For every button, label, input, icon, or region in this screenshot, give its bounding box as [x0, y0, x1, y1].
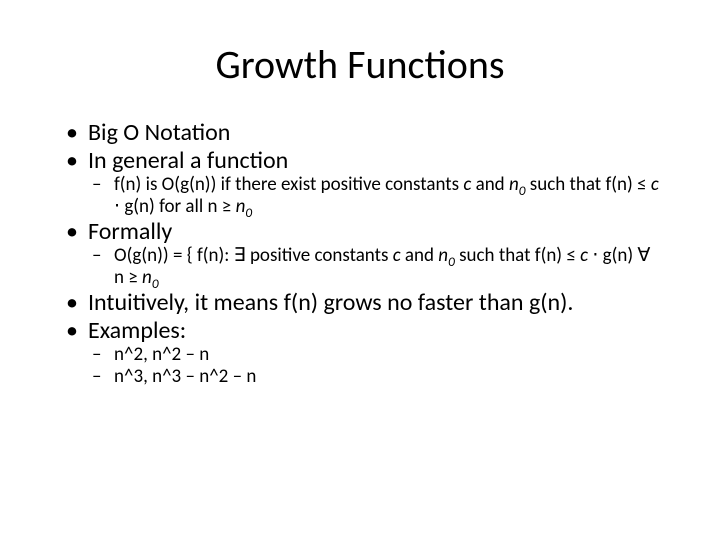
- bullet-item: Intuitively, it means f(n) grows no fast…: [60, 289, 660, 317]
- sub-bullet-text: O(g(n)) = { f(n): ∃ positive constants c…: [114, 244, 650, 289]
- sub-bullet-list: n^2, n^2 – n n^3, n^3 – n^2 – n: [88, 344, 660, 388]
- sub-bullet-item: n^2, n^2 – n: [88, 344, 660, 366]
- sub-bullet-list: O(g(n)) = { f(n): ∃ positive constants c…: [88, 245, 660, 289]
- bullet-list: Big O Notation In general a function f(n…: [60, 119, 660, 388]
- bullet-text: Big O Notation: [88, 118, 230, 147]
- sub-bullet-item: n^3, n^3 – n^2 – n: [88, 366, 660, 388]
- bullet-item: Big O Notation: [60, 119, 660, 147]
- sub-bullet-item: O(g(n)) = { f(n): ∃ positive constants c…: [88, 245, 660, 289]
- bullet-item: In general a function f(n) is O(g(n)) if…: [60, 147, 660, 218]
- sub-bullet-text: f(n) is O(g(n)) if there exist positive …: [114, 173, 659, 218]
- bullet-item: Formally O(g(n)) = { f(n): ∃ positive co…: [60, 218, 660, 289]
- bullet-item: Examples: n^2, n^2 – n n^3, n^3 – n^2 – …: [60, 317, 660, 388]
- bullet-text: Formally: [88, 217, 172, 246]
- bullet-text: Intuitively, it means f(n) grows no fast…: [88, 288, 573, 317]
- sub-bullet-text: n^2, n^2 – n: [114, 343, 209, 366]
- sub-bullet-text: n^3, n^3 – n^2 – n: [114, 365, 256, 388]
- sub-bullet-item: f(n) is O(g(n)) if there exist positive …: [88, 174, 660, 218]
- slide: Growth Functions Big O Notation In gener…: [0, 0, 720, 540]
- slide-content: Big O Notation In general a function f(n…: [60, 119, 660, 388]
- sub-bullet-list: f(n) is O(g(n)) if there exist positive …: [88, 174, 660, 218]
- slide-title: Growth Functions: [60, 40, 660, 89]
- bullet-text: In general a function: [88, 146, 288, 175]
- bullet-text: Examples:: [88, 316, 186, 345]
